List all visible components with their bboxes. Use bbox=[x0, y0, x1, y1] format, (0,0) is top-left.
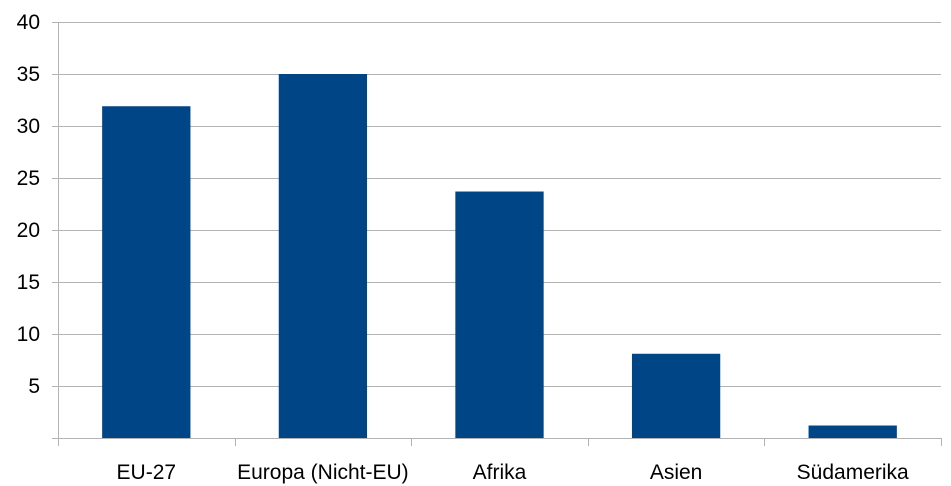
bar-eu-27 bbox=[102, 106, 191, 439]
axis-layer bbox=[52, 22, 942, 446]
y-tick-label-35: 35 bbox=[17, 63, 40, 86]
y-tick-label-40: 40 bbox=[17, 11, 40, 34]
bar-asien bbox=[631, 353, 721, 438]
y-tick-label-10: 10 bbox=[17, 323, 40, 346]
bar-afrika bbox=[455, 191, 544, 438]
y-tick-label-30: 30 bbox=[17, 115, 40, 138]
x-tick-label-3: Afrika bbox=[473, 461, 527, 484]
x-tick-label-1: EU-27 bbox=[117, 461, 177, 484]
y-tick-label-25: 25 bbox=[17, 167, 40, 190]
y-tick-label-20: 20 bbox=[17, 219, 40, 242]
label-layer: 5 10 15 20 25 30 35 40 EU-27 Europa (Nicht-EU) Afr… bbox=[17, 11, 909, 484]
x-tick-label-2: Europa (Nicht-EU) bbox=[237, 461, 409, 484]
x-tick-label-4: Asien bbox=[650, 461, 703, 484]
bar-europa-nicht-eu bbox=[278, 74, 368, 438]
y-tick-label-5: 5 bbox=[28, 375, 40, 398]
bar-layer bbox=[102, 74, 897, 439]
y-tick-label-15: 15 bbox=[17, 271, 40, 294]
x-tick-label-5: Südamerika bbox=[797, 461, 909, 484]
bar-südamerika bbox=[808, 425, 897, 438]
